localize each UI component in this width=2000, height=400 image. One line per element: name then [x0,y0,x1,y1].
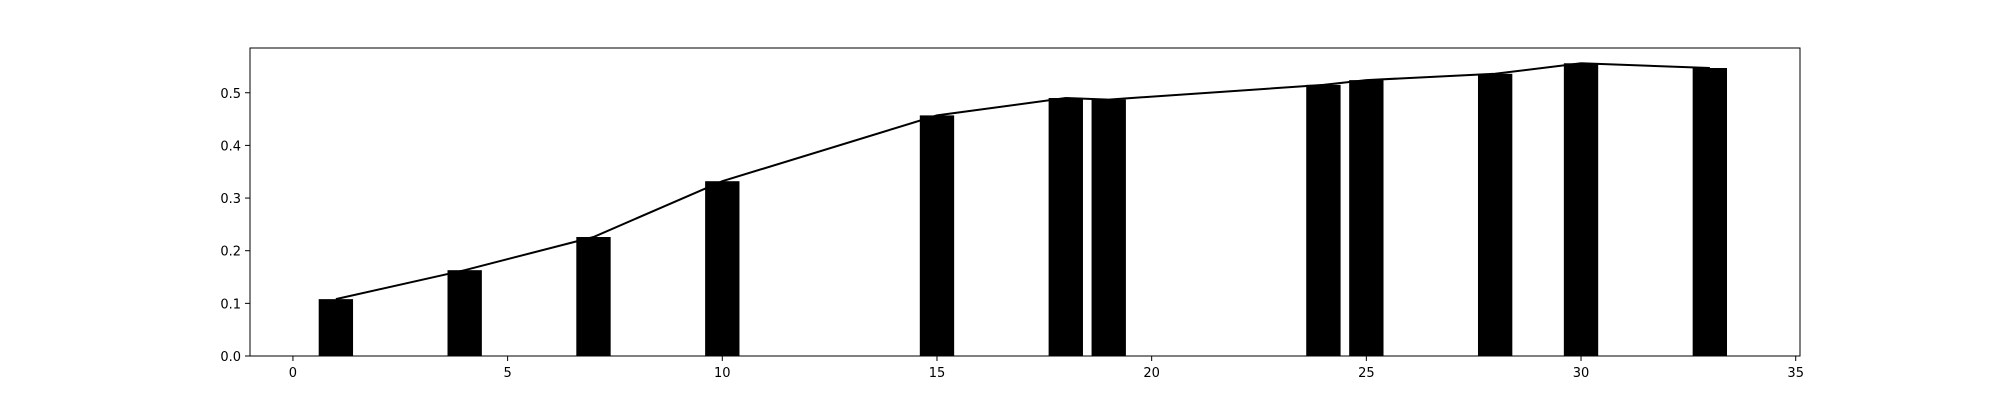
bar [1306,84,1341,356]
bars-layer [318,63,1728,357]
y-tick-label: 0.2 [220,245,241,260]
bar [1091,99,1126,356]
x-tick-label: 30 [1573,366,1590,381]
bar [318,299,354,356]
x-tick-label: 20 [1143,366,1160,381]
x-tick-label: 35 [1787,366,1804,381]
bar [576,237,611,356]
bar [919,115,955,357]
series-line [335,62,1710,301]
x-tick-label: 25 [1358,366,1375,381]
bar [1563,63,1599,357]
bar [1477,73,1513,357]
x-tick-label: 10 [714,366,731,381]
x-tick-label: 0 [289,366,297,381]
plot-frame [249,47,1801,357]
bar [1692,68,1728,356]
y-tick-label: 0.4 [220,139,241,154]
line-layer [335,62,1710,301]
y-tick-label: 0.1 [220,297,241,312]
y-tick-label: 0.5 [220,87,241,102]
bar [705,181,740,356]
y-tick-label: 0.0 [220,350,241,365]
x-axis: 0 5 10 15 20 25 30 35 [289,356,1804,381]
bar [1349,80,1384,356]
x-tick-label: 15 [929,366,946,381]
x-tick-label: 5 [503,366,511,381]
bar [1048,98,1083,357]
y-axis: 0.0 0.1 0.2 0.3 0.4 0.5 [220,87,250,365]
bar [447,270,482,356]
y-tick-label: 0.3 [220,192,241,207]
